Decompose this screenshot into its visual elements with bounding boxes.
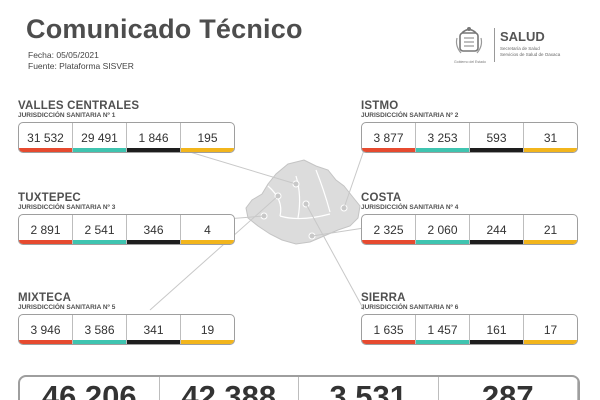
stat-deaths: 346: [127, 215, 181, 244]
region-jurisdiction: JURISDICCIÓN SANITARIA Nº 4: [361, 204, 459, 211]
stat-recovered: 3 253: [416, 123, 470, 152]
map-marker-tuxtepec: [260, 212, 268, 220]
stat-recovered: 3 586: [73, 315, 127, 344]
map-marker-sierra: [302, 200, 310, 208]
stat-row: 2 325 2 060 244 21: [361, 214, 578, 245]
stat-active: 17: [524, 315, 577, 344]
logo-subtitle-1: Secretaría de Salud: [500, 46, 540, 51]
total-deaths: 3 531: [299, 377, 439, 400]
region-jurisdiction: JURISDICCIÓN SANITARIA Nº 3: [18, 204, 116, 211]
logo-subtitle-2: Servicios de Salud de Oaxaca: [500, 52, 561, 57]
stat-recovered: 29 491: [73, 123, 127, 152]
stat-row: 2 891 2 541 346 4: [18, 214, 235, 245]
stat-active: 4: [181, 215, 234, 244]
map-marker-valles: [292, 180, 300, 188]
logo-divider: [494, 28, 495, 62]
map-region-shape: [245, 159, 361, 245]
state-seal-icon: [455, 27, 483, 54]
stat-deaths: 341: [127, 315, 181, 344]
seal-caption: Gobierno del Estado: [454, 60, 486, 64]
region-jurisdiction: JURISDICCIÓN SANITARIA Nº 6: [361, 304, 459, 311]
region-valles-centrales: VALLES CENTRALES JURISDICCIÓN SANITARIA …: [18, 100, 235, 153]
totals-row: 46 206 42 388 3 531 287: [18, 375, 580, 400]
region-name: MIXTECA: [18, 292, 72, 304]
region-jurisdiction: JURISDICCIÓN SANITARIA Nº 5: [18, 304, 116, 311]
region-mixteca: MIXTECA JURISDICCIÓN SANITARIA Nº 5 3 94…: [18, 292, 235, 345]
region-sierra: SIERRA JURISDICCIÓN SANITARIA Nº 6 1 635…: [361, 292, 578, 345]
stat-row: 3 946 3 586 341 19: [18, 314, 235, 345]
stat-recovered: 2 541: [73, 215, 127, 244]
region-jurisdiction: JURISDICCIÓN SANITARIA Nº 1: [18, 112, 116, 119]
stat-active: 31: [524, 123, 577, 152]
map-marker-costa: [308, 232, 316, 240]
oaxaca-map: [245, 159, 361, 245]
stat-row: 31 532 29 491 1 846 195: [18, 122, 235, 153]
stat-confirmed: 2 891: [19, 215, 73, 244]
stat-active: 21: [524, 215, 577, 244]
stat-deaths: 1 846: [127, 123, 181, 152]
region-name: COSTA: [361, 192, 402, 204]
map-marker-istmo: [340, 204, 348, 212]
stat-confirmed: 3 946: [19, 315, 73, 344]
region-name: VALLES CENTRALES: [18, 100, 140, 112]
total-active: 287: [439, 377, 578, 400]
region-name: SIERRA: [361, 292, 406, 304]
stat-confirmed: 3 877: [362, 123, 416, 152]
stat-recovered: 1 457: [416, 315, 470, 344]
total-recovered: 42 388: [160, 377, 299, 400]
region-name: TUXTEPEC: [18, 192, 81, 204]
data-source: Fuente: Plataforma SISVER: [28, 61, 134, 71]
stat-deaths: 161: [470, 315, 524, 344]
map-marker-mixteca: [274, 192, 282, 200]
stat-deaths: 593: [470, 123, 524, 152]
report-date: Fecha: 05/05/2021: [28, 50, 99, 60]
stat-row: 3 877 3 253 593 31: [361, 122, 578, 153]
stat-confirmed: 31 532: [19, 123, 73, 152]
total-confirmed: 46 206: [20, 377, 160, 400]
region-costa: COSTA JURISDICCIÓN SANITARIA Nº 4 2 325 …: [361, 192, 578, 245]
stat-row: 1 635 1 457 161 17: [361, 314, 578, 345]
stat-active: 195: [181, 123, 234, 152]
stat-confirmed: 1 635: [362, 315, 416, 344]
region-tuxtepec: TUXTEPEC JURISDICCIÓN SANITARIA Nº 3 2 8…: [18, 192, 235, 245]
stat-active: 19: [181, 315, 234, 344]
stat-deaths: 244: [470, 215, 524, 244]
salud-logo: Gobierno del Estado SALUD Secretaría de …: [448, 24, 588, 70]
page-title: Comunicado Técnico: [26, 14, 303, 44]
stat-confirmed: 2 325: [362, 215, 416, 244]
region-jurisdiction: JURISDICCIÓN SANITARIA Nº 2: [361, 112, 459, 119]
region-name: ISTMO: [361, 100, 399, 112]
logo-name: SALUD: [500, 29, 545, 44]
region-istmo: ISTMO JURISDICCIÓN SANITARIA Nº 2 3 877 …: [361, 100, 578, 153]
stat-recovered: 2 060: [416, 215, 470, 244]
